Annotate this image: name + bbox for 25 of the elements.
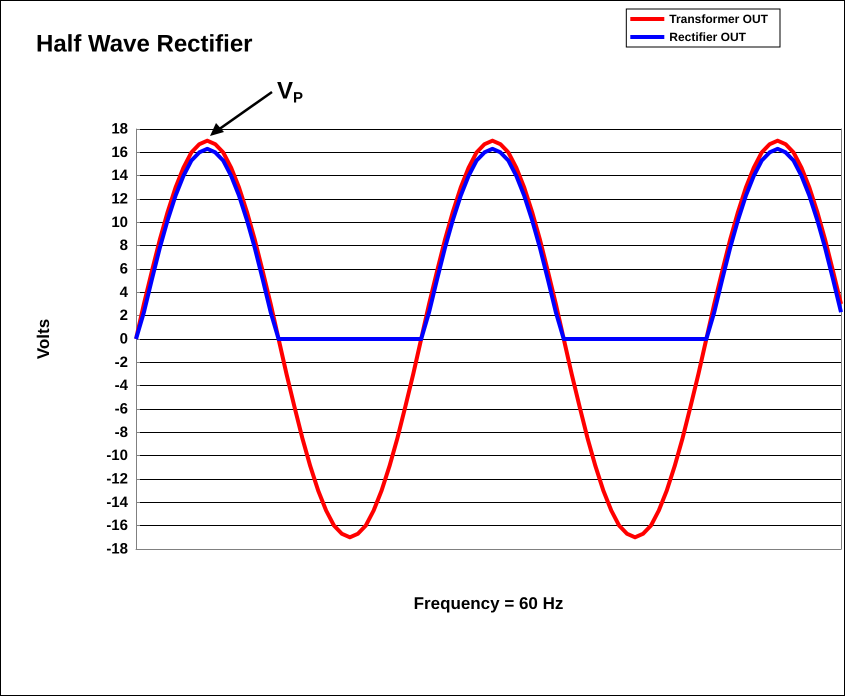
- chart-title: Half Wave Rectifier: [36, 30, 253, 58]
- y-tick-label: 18: [111, 120, 128, 138]
- y-tick-label: 4: [120, 284, 129, 301]
- y-tick-label: 8: [120, 237, 128, 254]
- y-tick-label: -14: [106, 494, 129, 511]
- y-tick-label: -12: [106, 470, 128, 488]
- y-tick-label: -8: [114, 424, 128, 441]
- y-tick-label: -10: [106, 447, 128, 464]
- y-tick-label: 10: [111, 214, 128, 231]
- y-tick-label: 0: [120, 330, 128, 348]
- y-tick-label: -16: [106, 517, 128, 534]
- y-tick-label: 2: [120, 307, 128, 324]
- y-tick-label: 16: [111, 144, 128, 161]
- legend-label: Rectifier OUT: [669, 30, 747, 44]
- line-series: [134, 146, 843, 341]
- y-tick-label: -2: [114, 354, 128, 371]
- y-axis-title: Volts: [34, 318, 53, 360]
- y-tick-label: -6: [114, 400, 128, 418]
- y-tick-label: -4: [114, 377, 129, 394]
- y-tick-label: 6: [120, 260, 128, 278]
- y-tick-label: -18: [106, 540, 128, 558]
- y-tick-label: 12: [111, 190, 128, 208]
- legend-label: Transformer OUT: [669, 12, 769, 26]
- y-tick-label: 14: [111, 167, 129, 184]
- x-axis-title: Frequency = 60 Hz: [414, 594, 564, 613]
